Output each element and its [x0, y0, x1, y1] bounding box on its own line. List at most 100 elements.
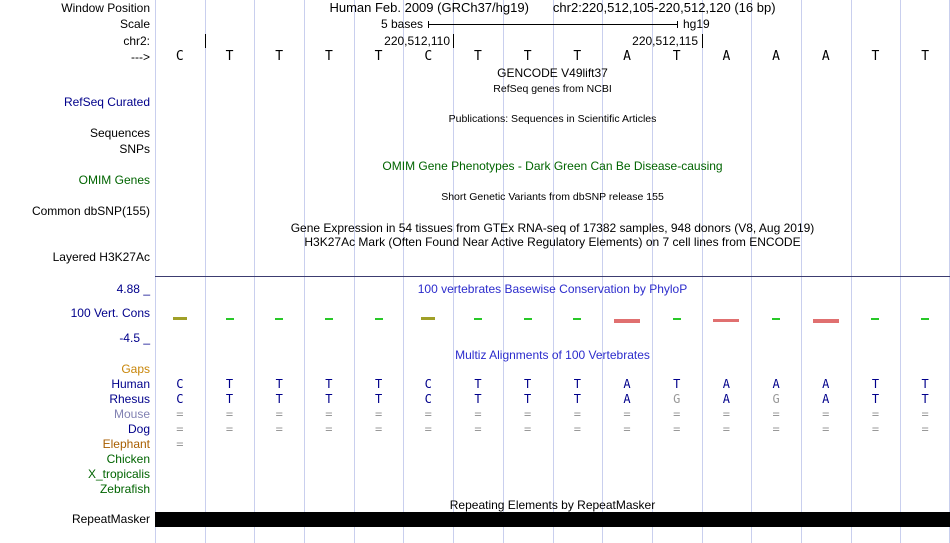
alignment-cell: T	[225, 392, 234, 406]
alignment-cell: =	[673, 407, 681, 421]
alignment-cell: T	[524, 377, 532, 391]
track-label-omim-genes[interactable]: OMIM Genes	[78, 173, 150, 187]
track-label-elephant[interactable]: Elephant	[102, 437, 150, 451]
gridline	[900, 0, 902, 543]
track-title-gencode[interactable]: GENCODE V49lift37	[497, 66, 608, 80]
gridline	[403, 0, 405, 543]
track-label-mouse[interactable]: Mouse	[113, 407, 150, 421]
alignment-cell: T	[524, 392, 532, 406]
coordinate-left: 220,512,110	[384, 34, 450, 48]
alignment-cell: T	[921, 392, 929, 406]
repeatmasker-element[interactable]	[155, 512, 950, 527]
alignment-cell: =	[921, 422, 929, 436]
conservation-bar	[421, 317, 436, 320]
gridline	[701, 0, 703, 543]
track-title-refseq[interactable]: RefSeq genes from NCBI	[493, 83, 612, 95]
track-separator	[155, 276, 950, 277]
alignment-cell: =	[325, 407, 333, 421]
base-letter: C	[424, 49, 433, 64]
track-title-repeatmasker[interactable]: Repeating Elements by RepeatMasker	[449, 498, 656, 512]
track-title-omim[interactable]: OMIM Gene Phenotypes - Dark Green Can Be…	[382, 159, 723, 173]
conservation-bar	[172, 317, 187, 320]
alignment-cell: =	[524, 407, 532, 421]
conservation-bar	[225, 318, 234, 320]
scale-bar-left-tick	[428, 21, 429, 28]
conservation-bar	[324, 318, 333, 320]
conservation-bar	[374, 318, 383, 320]
track-label-rhesus[interactable]: Rhesus	[109, 392, 150, 406]
track-title-publications[interactable]: Publications: Sequences in Scientific Ar…	[448, 113, 657, 125]
alignment-cell: =	[573, 407, 581, 421]
base-letter: A	[722, 49, 731, 64]
chrom-label: chr2:	[123, 34, 150, 48]
alignment-cell: A	[722, 377, 731, 391]
position-header: Human Feb. 2009 (GRCh37/hg19) chr2:220,51…	[155, 1, 950, 15]
conservation-bar	[871, 318, 880, 320]
scale-bar-right-tick	[677, 21, 678, 28]
alignment-cell: T	[275, 392, 283, 406]
conservation-bar	[523, 318, 532, 320]
base-letter: A	[821, 49, 830, 64]
alignment-cell: C	[424, 392, 432, 406]
coordinate-right: 220,512,115	[632, 34, 698, 48]
track-label-zebrafish[interactable]: Zebrafish	[99, 482, 150, 496]
alignment-cell: =	[275, 407, 283, 421]
alignment-cell: T	[573, 392, 581, 406]
alignment-cell: G	[772, 392, 780, 406]
track-title-multiz[interactable]: Multiz Alignments of 100 Vertebrates	[455, 348, 650, 362]
track-label-common-dbsnp[interactable]: Common dbSNP(155)	[31, 204, 150, 218]
gridline	[552, 0, 554, 543]
track-label-x-tropicalis[interactable]: X_tropicalis	[87, 467, 150, 481]
assembly-label: Human Feb. 2009 (GRCh37/hg19)	[329, 0, 529, 15]
alignment-cell: T	[573, 377, 581, 391]
conservation-bar	[812, 319, 839, 324]
alignment-cell: =	[822, 422, 830, 436]
alignment-cell: =	[474, 422, 482, 436]
gridline	[155, 0, 156, 543]
track-title-gtex[interactable]: Gene Expression in 54 tissues from GTEx …	[290, 221, 815, 235]
alignment-cell: T	[474, 377, 482, 391]
track-label-gaps[interactable]: Gaps	[121, 362, 150, 376]
alignment-cell: =	[176, 437, 184, 451]
ruler-tick	[204, 34, 206, 48]
alignment-cell: =	[374, 407, 383, 421]
track-label-dog[interactable]: Dog	[127, 422, 150, 436]
alignment-cell: =	[225, 407, 234, 421]
base-letter: T	[871, 49, 880, 64]
alignment-cell: A	[623, 377, 631, 391]
track-label-repeatmasker[interactable]: RepeatMasker	[71, 512, 150, 526]
gridline	[850, 0, 852, 543]
alignment-cell: =	[822, 407, 830, 421]
gridline	[502, 0, 504, 543]
base-letter: T	[275, 49, 284, 64]
track-title-dbsnp[interactable]: Short Genetic Variants from dbSNP releas…	[441, 191, 664, 203]
gridline	[254, 0, 256, 543]
track-label-snps[interactable]: SNPs	[119, 142, 150, 156]
track-label-layered-h3k27ac[interactable]: Layered H3K27Ac	[52, 250, 150, 264]
scale-label: Scale	[119, 17, 150, 31]
base-letter: T	[523, 49, 532, 64]
ruler-tick	[453, 34, 455, 48]
track-label-refseq-curated[interactable]: RefSeq Curated	[63, 95, 150, 109]
alignment-cell: =	[772, 407, 780, 421]
track-label-human[interactable]: Human	[111, 377, 150, 391]
base-letter: T	[573, 49, 582, 64]
conservation-bar	[473, 318, 482, 320]
track-title-phylop[interactable]: 100 vertebrates Basewise Conservation by…	[417, 282, 688, 296]
alignment-cell: C	[424, 377, 432, 391]
track-label-chicken[interactable]: Chicken	[106, 452, 150, 466]
track-label-sequences[interactable]: Sequences	[89, 126, 150, 140]
range-label: chr2:220,512,105-220,512,120 (16 bp)	[552, 0, 776, 15]
base-letter: T	[474, 49, 482, 64]
conservation-bar	[573, 318, 582, 320]
track-title-h3k27ac[interactable]: H3K27Ac Mark (Often Found Near Active Re…	[304, 235, 801, 249]
alignment-cell: =	[424, 422, 432, 436]
track-label-100-vert-cons[interactable]: 100 Vert. Cons	[70, 306, 150, 320]
alignment-cell: =	[722, 407, 731, 421]
alignment-cell: =	[424, 407, 432, 421]
base-letter: A	[772, 49, 780, 64]
base-letter: C	[175, 49, 184, 64]
alignment-cell: T	[374, 377, 383, 391]
alignment-cell: =	[623, 407, 631, 421]
alignment-cell: =	[871, 422, 880, 436]
